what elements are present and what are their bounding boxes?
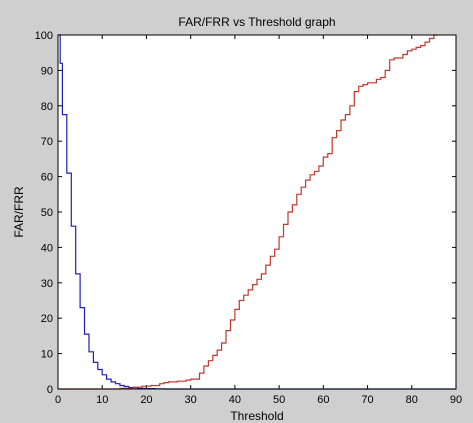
plot-frame [57,34,457,390]
x-tick-label: 60 [317,394,329,406]
chart-title: FAR/FRR vs Threshold graph [178,15,335,29]
plot-area [58,35,456,389]
y-tick-label: 20 [41,313,53,325]
x-tick-label: 30 [185,394,197,406]
y-tick-label: 70 [41,136,53,148]
x-tick-label: 0 [55,394,61,406]
x-axis-label: Threshold [230,409,283,423]
series-line-blue [58,34,456,390]
y-tick-label: 90 [41,65,53,77]
x-tick-label: 50 [273,394,285,406]
x-tick-label: 80 [406,394,418,406]
y-tick-label: 0 [47,384,53,396]
y-tick-label: 80 [41,101,53,113]
x-tick-label: 70 [361,394,373,406]
x-tick-label: 20 [140,394,152,406]
x-tick-label: 90 [450,394,462,406]
y-tick-label: 100 [35,30,53,42]
x-tick-label: 40 [229,394,241,406]
series-line-red [58,34,439,390]
x-axis-ticks: 0 10 20 30 40 50 60 70 80 90 [55,35,462,406]
y-tick-label: 10 [41,349,53,361]
x-tick-label: 10 [96,394,108,406]
y-axis-label: FAR/FRR [12,186,26,238]
y-tick-label: 50 [41,207,53,219]
y-tick-label: 30 [41,278,53,290]
y-tick-label: 60 [41,172,53,184]
series-layer [58,34,456,390]
y-tick-label: 40 [41,242,53,254]
